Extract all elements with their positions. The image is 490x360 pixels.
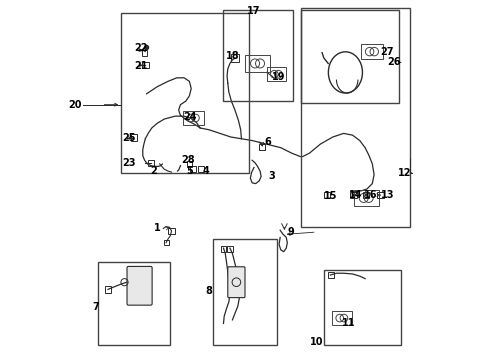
- Text: 18: 18: [226, 51, 240, 61]
- Text: 4: 4: [203, 166, 209, 176]
- Bar: [142, 50, 147, 55]
- Text: 11: 11: [342, 319, 355, 328]
- Bar: [350, 192, 357, 198]
- Text: 23: 23: [122, 158, 136, 168]
- Text: 24: 24: [183, 112, 196, 122]
- Text: 10: 10: [310, 337, 323, 347]
- Text: 26: 26: [388, 57, 401, 67]
- FancyBboxPatch shape: [127, 266, 152, 305]
- Text: 5: 5: [186, 166, 193, 176]
- Bar: [354, 190, 379, 206]
- Bar: [164, 240, 170, 245]
- Bar: [227, 246, 233, 252]
- Bar: [122, 13, 248, 173]
- FancyBboxPatch shape: [228, 267, 245, 298]
- Bar: [98, 262, 170, 345]
- Text: 20: 20: [68, 100, 82, 110]
- Text: 16: 16: [365, 190, 378, 200]
- Bar: [328, 272, 334, 278]
- Bar: [198, 166, 204, 172]
- Text: 22: 22: [135, 43, 148, 53]
- Text: 27: 27: [381, 46, 394, 57]
- Text: 13: 13: [381, 190, 395, 200]
- Bar: [324, 270, 401, 345]
- Bar: [168, 228, 175, 234]
- Text: 6: 6: [265, 138, 271, 147]
- Bar: [332, 311, 352, 325]
- Text: 12: 12: [397, 168, 411, 178]
- Bar: [364, 192, 369, 198]
- Bar: [183, 111, 204, 125]
- Bar: [213, 239, 277, 345]
- Text: 9: 9: [287, 227, 294, 237]
- Text: 7: 7: [92, 302, 98, 312]
- Bar: [131, 134, 137, 141]
- Text: 17: 17: [247, 6, 260, 16]
- Text: 3: 3: [269, 171, 275, 181]
- Bar: [143, 62, 149, 68]
- Text: 19: 19: [272, 72, 285, 82]
- Bar: [231, 54, 239, 62]
- Text: 14: 14: [349, 190, 363, 200]
- Bar: [259, 144, 266, 150]
- Bar: [245, 55, 270, 72]
- Bar: [223, 10, 294, 101]
- Bar: [323, 192, 330, 198]
- Bar: [300, 10, 399, 103]
- Text: 8: 8: [205, 286, 212, 296]
- Text: 15: 15: [324, 191, 338, 201]
- Bar: [190, 166, 196, 172]
- Bar: [361, 44, 383, 59]
- Text: 2: 2: [150, 166, 157, 176]
- Bar: [300, 8, 410, 226]
- Bar: [148, 160, 154, 166]
- Bar: [267, 67, 286, 81]
- Text: 1: 1: [154, 224, 161, 233]
- Bar: [220, 246, 226, 252]
- Text: 21: 21: [135, 61, 148, 71]
- Text: 25: 25: [122, 133, 136, 143]
- Bar: [187, 161, 192, 167]
- Bar: [377, 192, 384, 198]
- Bar: [105, 286, 111, 293]
- Text: 28: 28: [181, 155, 195, 165]
